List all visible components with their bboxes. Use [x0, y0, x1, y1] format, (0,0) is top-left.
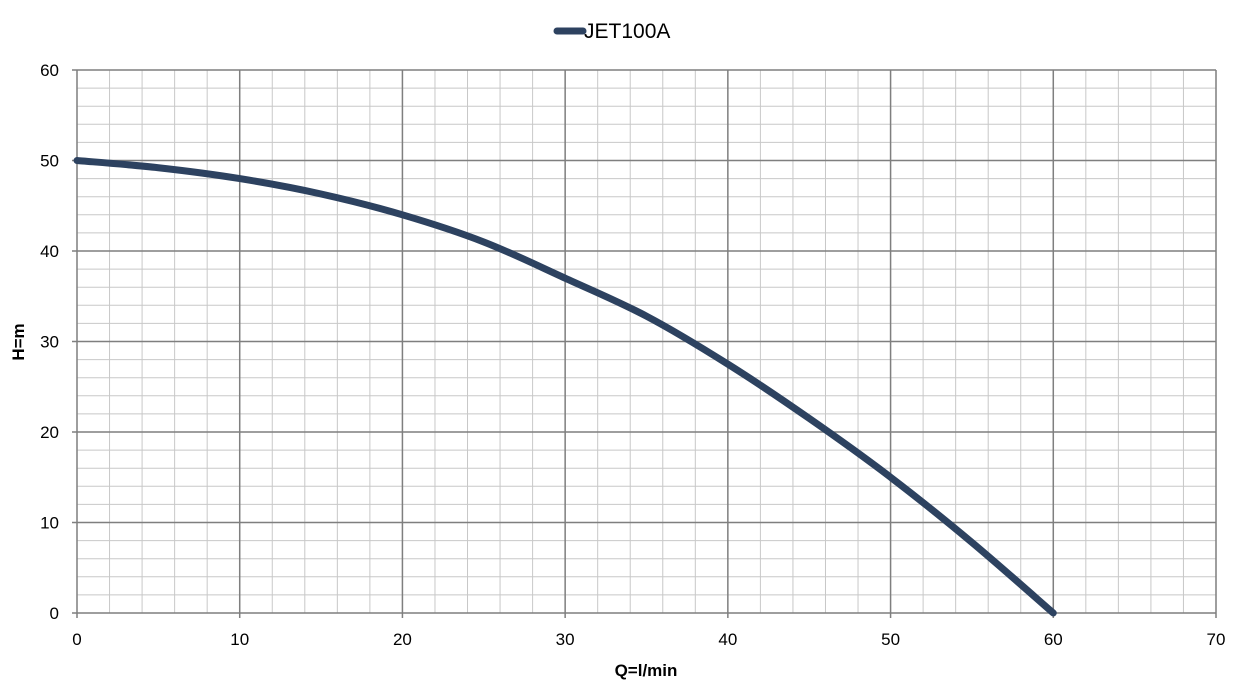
y-tick-label: 0: [50, 604, 59, 623]
y-tick-label: 20: [40, 423, 59, 442]
y-tick-labels: 0 10 20 30 40 50 60: [40, 61, 59, 623]
y-axis-title: H=m: [9, 323, 28, 360]
major-grid: [72, 69, 1217, 618]
x-tick-label: 40: [718, 630, 737, 649]
x-tick-label: 0: [72, 630, 81, 649]
x-tick-label: 50: [881, 630, 900, 649]
y-tick-label: 30: [40, 333, 59, 352]
x-tick-label: 30: [556, 630, 575, 649]
series-line-jet100a: [73, 157, 1057, 617]
legend-label: JET100A: [584, 20, 670, 43]
x-tick-label: 20: [393, 630, 412, 649]
x-tick-label: 60: [1044, 630, 1063, 649]
y-tick-label: 60: [40, 61, 59, 80]
x-axis-title: Q=l/min: [615, 661, 678, 680]
x-tick-label: 70: [1207, 630, 1226, 649]
series-layer: [73, 157, 1057, 617]
legend: JET100A: [553, 20, 670, 43]
y-tick-label: 10: [40, 514, 59, 533]
y-tick-label: 50: [40, 152, 59, 171]
x-tick-labels: 0 10 20 30 40 50 60 70: [72, 630, 1225, 649]
y-tick-label: 40: [40, 242, 59, 261]
x-tick-label: 10: [230, 630, 249, 649]
